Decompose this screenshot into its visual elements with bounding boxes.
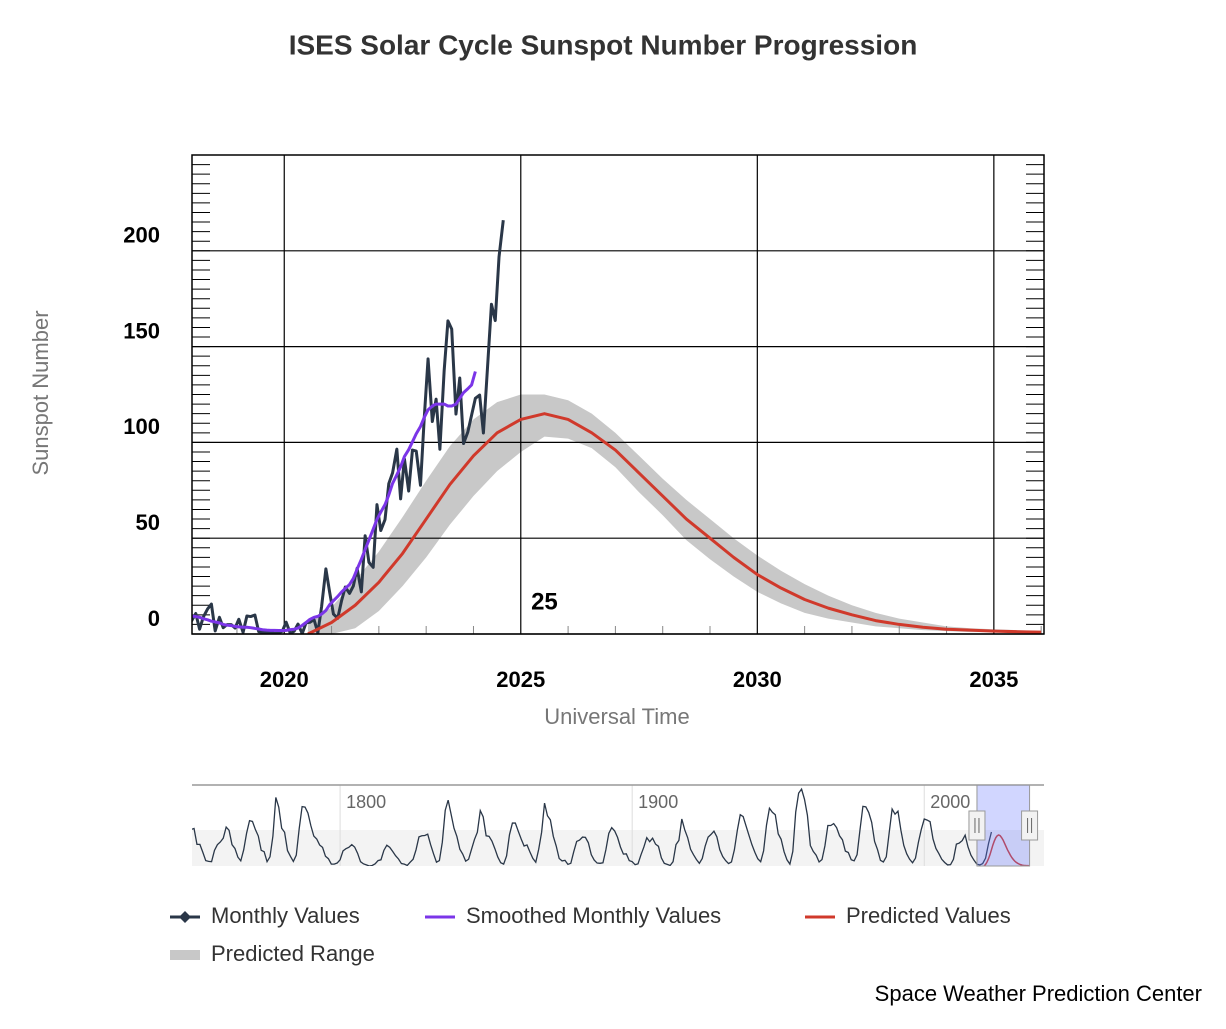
series-line xyxy=(192,371,477,633)
annotation: 25 xyxy=(531,589,558,616)
navigator-background xyxy=(192,830,1044,866)
navigator-plot xyxy=(192,787,1030,866)
y-tick-label: 50 xyxy=(136,510,160,535)
series-line xyxy=(192,219,505,634)
plot-frame xyxy=(191,154,1045,635)
legend-item[interactable]: Predicted Range xyxy=(170,941,375,966)
navigator: 1800 1900 2000 xyxy=(192,784,1044,867)
navigator-tick-label: 1900 xyxy=(638,792,678,812)
x-tick-label: 2035 xyxy=(969,667,1018,692)
x-tick-label: 2030 xyxy=(733,667,782,692)
navigator-handle[interactable] xyxy=(1021,810,1039,841)
legend-label: Predicted Values xyxy=(846,903,1011,928)
legend: Monthly Values Smoothed Monthly Values Pre… xyxy=(170,903,1011,966)
series-line xyxy=(307,412,1042,634)
x-tick-label: 2020 xyxy=(260,667,309,692)
navigator-tick-label: 1800 xyxy=(346,792,386,812)
y-tick-label: 0 xyxy=(148,606,160,631)
grid-layer: 0 50 100 150 200 2020 2025 2030 2035 25 xyxy=(123,155,1044,692)
x-tick-label: 2025 xyxy=(496,667,545,692)
y-tick-label: 200 xyxy=(123,223,160,248)
legend-label: Monthly Values xyxy=(211,903,360,928)
range-layer xyxy=(307,394,1042,634)
legend-item[interactable]: Predicted Values xyxy=(805,903,1011,928)
y-tick-label: 150 xyxy=(123,318,160,343)
x-axis-label: Universal Time xyxy=(544,704,689,729)
legend-label: Predicted Range xyxy=(211,941,375,966)
navigator-handle[interactable] xyxy=(968,810,986,841)
legend-item[interactable]: Monthly Values xyxy=(170,903,360,928)
chart-title: ISES Solar Cycle Sunspot Number Progress… xyxy=(289,29,918,60)
navigator-prediction-line xyxy=(983,834,1030,866)
y-tick-label: 100 xyxy=(123,414,160,439)
predicted-range-area xyxy=(307,394,1042,634)
line-layer xyxy=(192,219,1042,634)
navigator-tick-label: 2000 xyxy=(930,792,970,812)
legend-item[interactable]: Smoothed Monthly Values xyxy=(425,903,721,928)
credit: Space Weather Prediction Center xyxy=(875,981,1202,1006)
legend-label: Smoothed Monthly Values xyxy=(466,903,721,928)
y-axis-label: Sunspot Number xyxy=(28,310,53,475)
legend-marker xyxy=(179,911,191,923)
navigator-line xyxy=(192,787,993,866)
legend-swatch xyxy=(170,950,200,960)
